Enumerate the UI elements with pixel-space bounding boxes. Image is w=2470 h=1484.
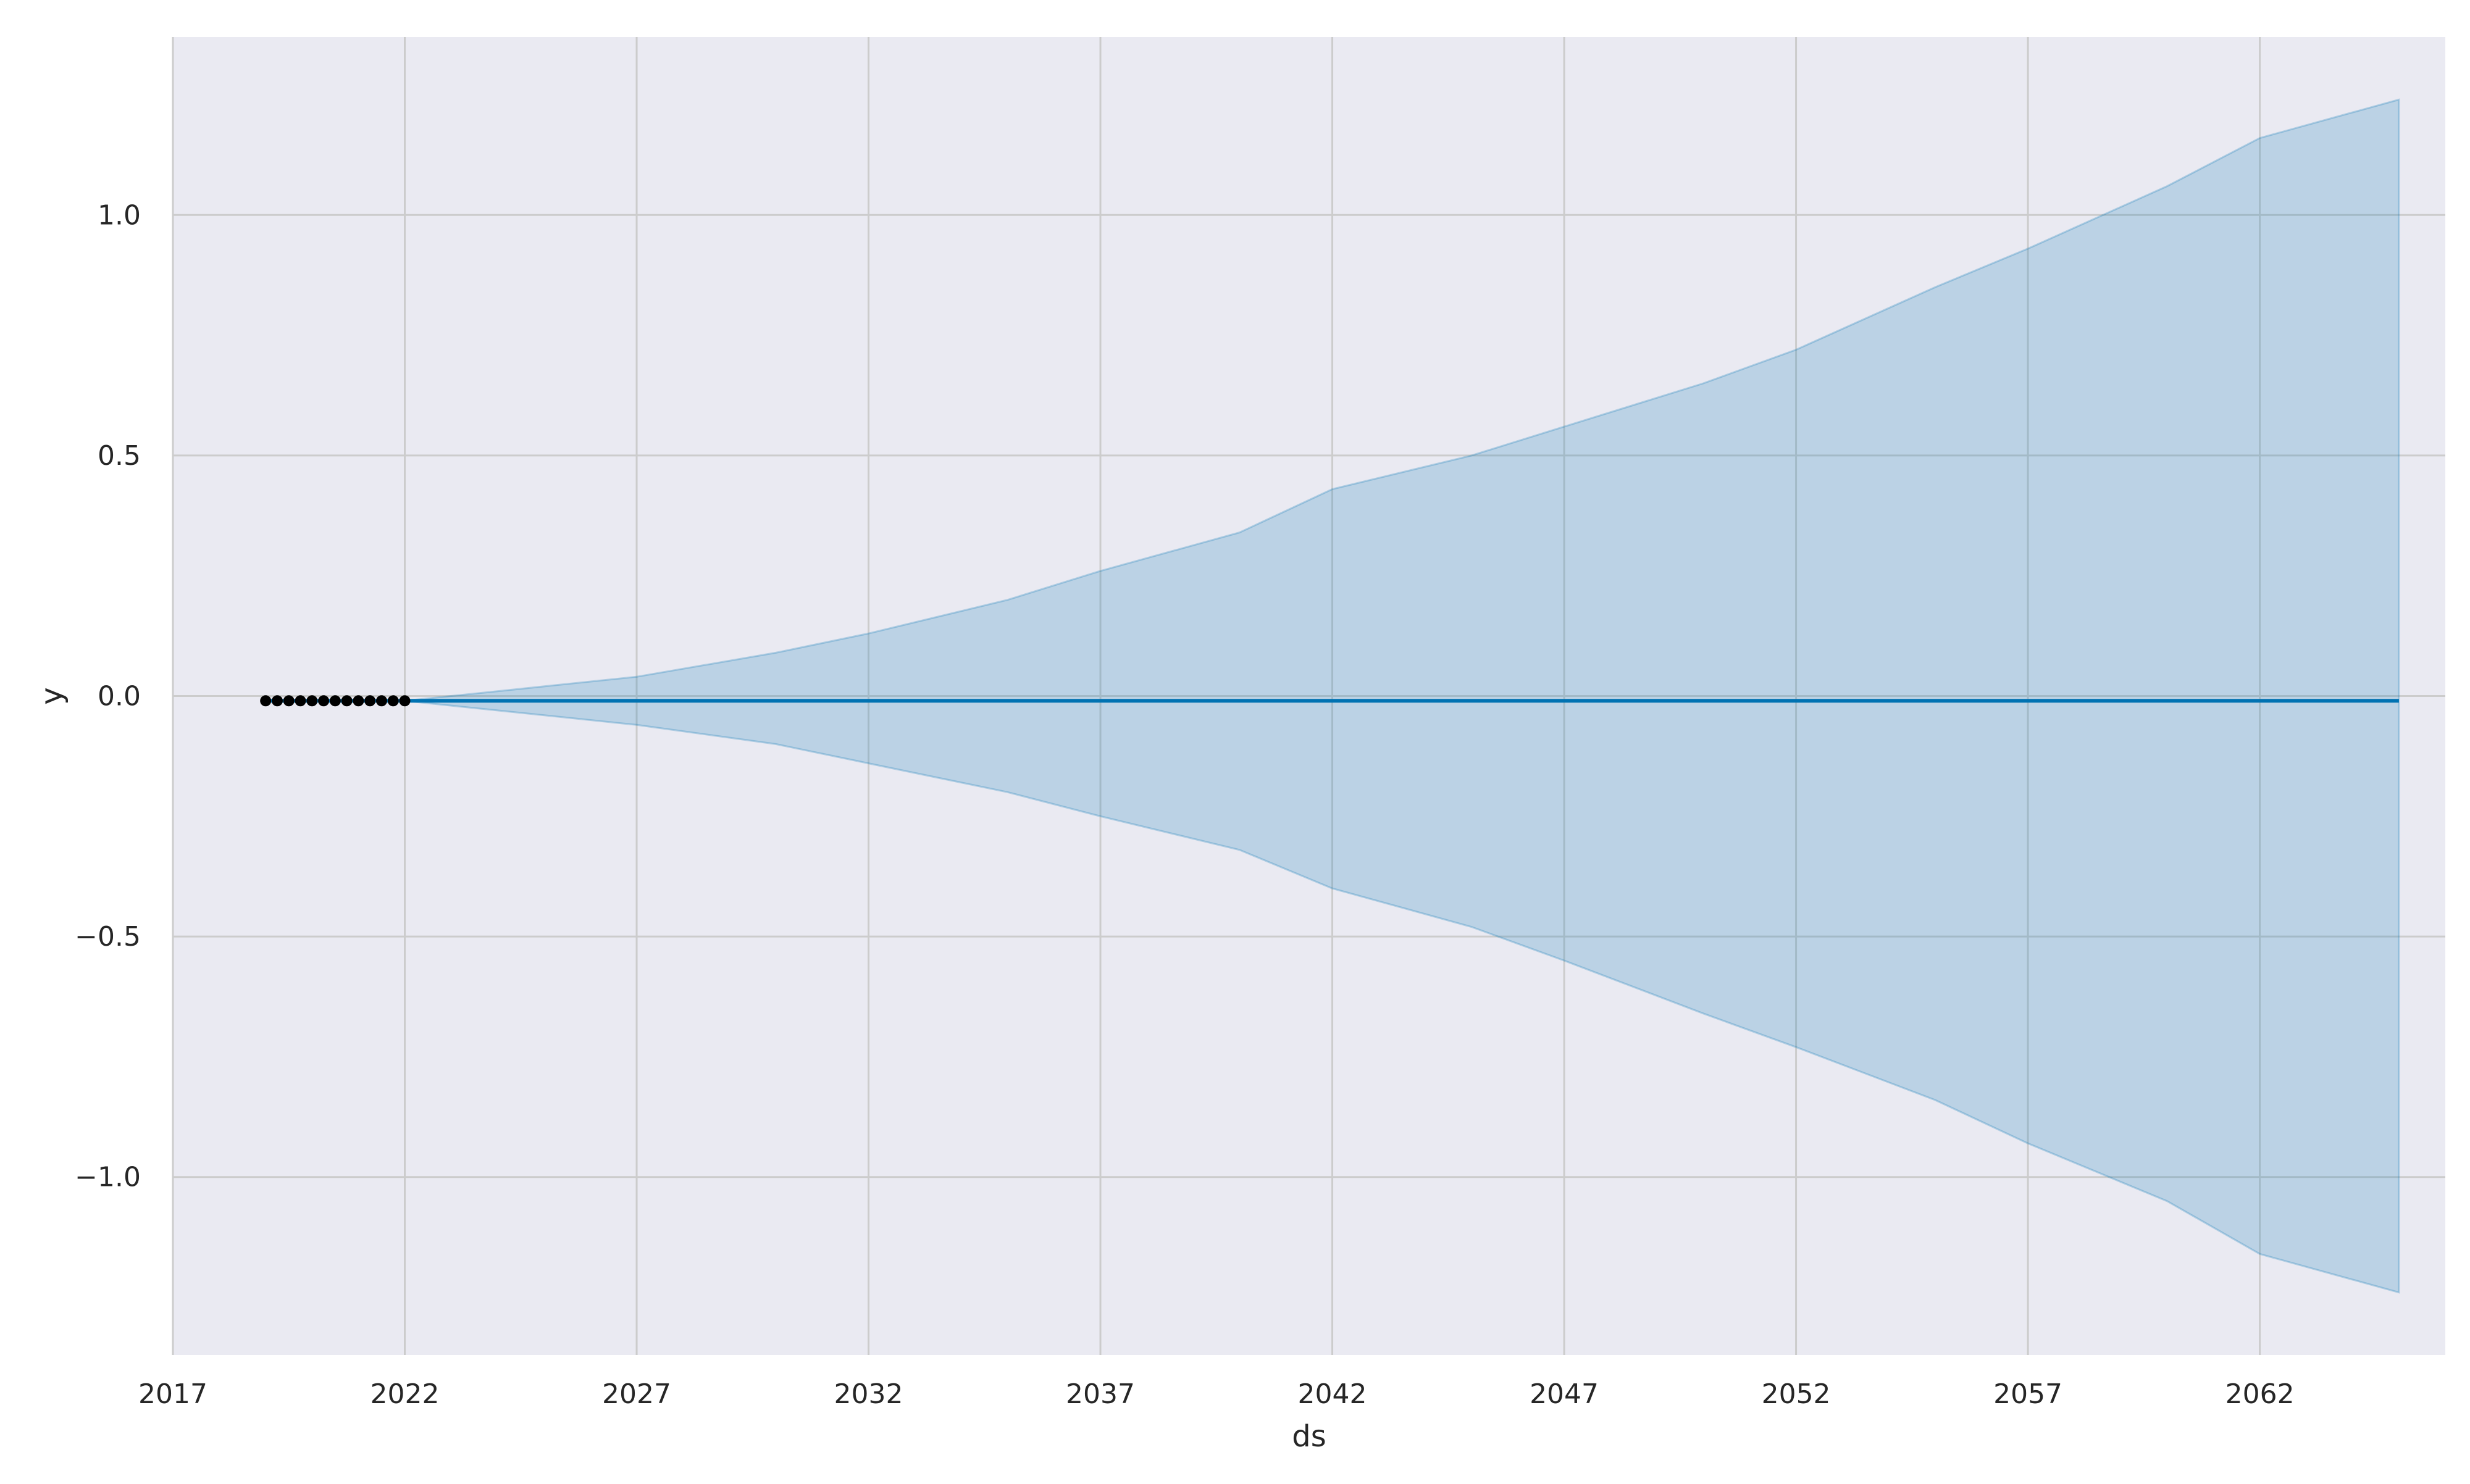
x-axis-label: ds: [1292, 1419, 1326, 1454]
x-tick-label: 2052: [1762, 1378, 1831, 1410]
x-tick-label: 2027: [602, 1378, 671, 1410]
x-tick-label: 2017: [138, 1378, 207, 1410]
y-tick-label: 0.0: [98, 681, 141, 712]
observed-point: [260, 695, 272, 707]
observed-point: [375, 695, 387, 707]
y-axis-label: y: [35, 687, 69, 704]
observed-point: [353, 695, 364, 707]
x-tick-label: 2037: [1066, 1378, 1135, 1410]
x-tick-label: 2047: [1530, 1378, 1599, 1410]
observed-point: [306, 695, 318, 707]
x-tick-label: 2057: [1993, 1378, 2062, 1410]
observed-point: [283, 695, 295, 707]
x-tick-label: 2022: [371, 1378, 440, 1410]
observed-point: [341, 695, 353, 707]
y-tick-label: 0.5: [98, 440, 141, 472]
y-tick-labels: −1.0 −0.5 0.0 0.5 1.0: [75, 199, 141, 1193]
x-tick-label: 2032: [834, 1378, 903, 1410]
y-tick-label: 1.0: [98, 199, 141, 231]
observed-point: [295, 695, 306, 707]
observed-point: [271, 695, 283, 707]
observed-point: [399, 695, 411, 707]
observed-point: [387, 695, 399, 707]
x-tick-label: 2042: [1298, 1378, 1367, 1410]
x-tick-labels: 2017 2022 2027 2032 2037 2042 2047 2052 2057 2062: [138, 1378, 2295, 1410]
y-tick-label: −1.0: [75, 1162, 141, 1193]
x-tick-label: 2062: [2225, 1378, 2295, 1410]
observed-point: [329, 695, 341, 707]
observed-point: [364, 695, 376, 707]
grid-lines: [172, 37, 2445, 1355]
uncertainty-band: [404, 98, 2400, 1294]
observed-points-layer: [260, 695, 411, 707]
uncertainty-band-layer: [404, 98, 2400, 1294]
y-tick-label: −0.5: [75, 921, 141, 953]
observed-point: [318, 695, 330, 707]
